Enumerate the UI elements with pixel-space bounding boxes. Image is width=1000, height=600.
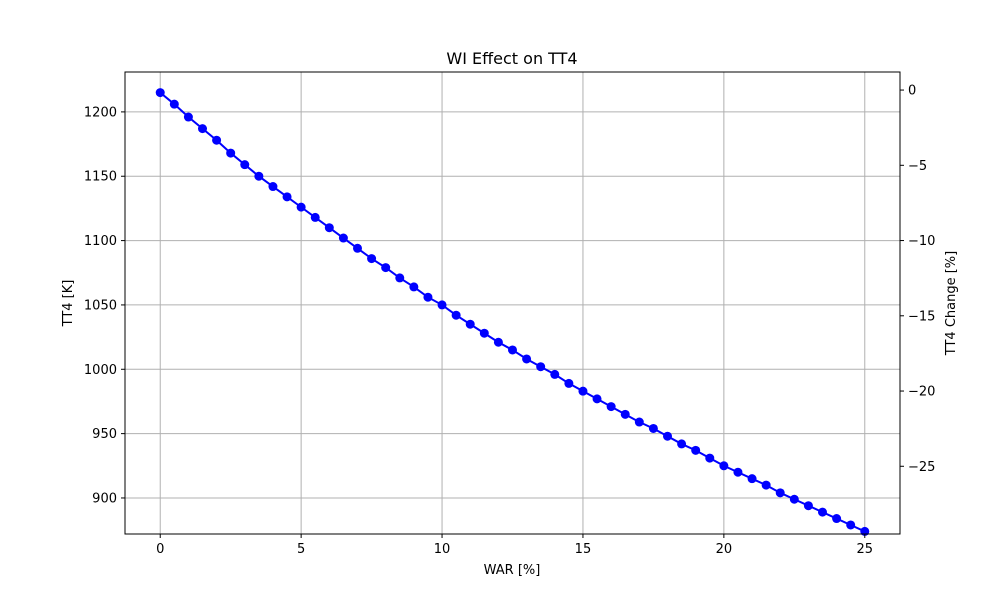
x-tick-label: 5 <box>297 542 305 557</box>
y2-tick-label: −10 <box>908 234 935 249</box>
y2-tick-label: −5 <box>908 159 927 174</box>
data-point <box>310 212 320 222</box>
plot-frame <box>124 71 901 535</box>
data-point <box>493 337 503 347</box>
data-point <box>183 112 193 122</box>
data-point <box>522 354 532 364</box>
data-point <box>169 99 179 109</box>
data-point <box>324 223 334 233</box>
series-line <box>159 91 866 533</box>
y-tick-label: 900 <box>92 491 117 506</box>
data-point <box>761 480 771 490</box>
series-line-layer <box>159 91 866 533</box>
y-tick-label: 1150 <box>84 170 117 185</box>
data-point <box>353 243 362 253</box>
data-point <box>747 474 757 484</box>
data-point <box>536 362 546 372</box>
y-tick-label: 1200 <box>84 105 117 120</box>
data-point <box>832 514 842 524</box>
data-point <box>465 319 475 329</box>
x-tick-label: 10 <box>434 542 451 557</box>
data-point <box>409 282 419 292</box>
grid-layer <box>125 72 900 534</box>
x-tick-label: 25 <box>856 542 873 557</box>
data-point <box>606 402 616 412</box>
x-axis-label: WAR [%] <box>484 563 541 578</box>
y2-tick-label: −25 <box>908 460 935 475</box>
data-point <box>564 378 574 388</box>
data-point <box>846 520 856 530</box>
data-point <box>451 310 461 320</box>
data-point <box>226 148 236 158</box>
y-axis-label: TT4 [K] <box>61 280 76 328</box>
data-point <box>550 369 560 379</box>
data-point <box>578 386 588 396</box>
data-point <box>648 423 658 433</box>
x-tick-label: 15 <box>575 542 592 557</box>
data-point <box>155 88 165 98</box>
data-point <box>691 445 701 455</box>
data-point <box>240 160 250 170</box>
data-point <box>282 192 292 202</box>
x-tick-label: 0 <box>156 542 164 557</box>
data-point <box>663 431 672 441</box>
data-point <box>789 494 799 504</box>
y-tick-label: 1100 <box>84 234 117 249</box>
chart-title: WI Effect on TT4 <box>446 49 577 68</box>
data-point <box>508 345 517 355</box>
data-point <box>803 501 813 511</box>
series-marker-layer <box>155 88 870 536</box>
y2-tick-label: −20 <box>908 385 935 400</box>
y2-axis-label: TT4 Change [%] <box>944 251 959 356</box>
y-axis-ticks: 900 950 1000 1050 1100 1150 1200 <box>84 105 125 506</box>
y2-tick-label: −15 <box>908 309 935 324</box>
data-point <box>423 292 433 302</box>
data-point <box>775 488 785 498</box>
data-point <box>367 254 377 264</box>
data-point <box>254 171 264 181</box>
y2-tick-label: 0 <box>908 84 916 99</box>
data-point <box>212 135 222 145</box>
data-point <box>634 417 644 427</box>
data-point <box>296 202 306 212</box>
data-point <box>381 263 391 273</box>
data-point <box>437 300 447 310</box>
data-point <box>395 273 405 283</box>
data-point <box>338 233 348 243</box>
data-point <box>268 182 278 192</box>
x-axis-ticks: 0 5 10 15 20 25 <box>156 534 873 557</box>
data-point <box>592 394 602 404</box>
data-point <box>705 453 715 463</box>
data-point <box>719 461 729 471</box>
x-tick-label: 20 <box>716 542 733 557</box>
data-point <box>620 409 630 419</box>
y2-axis-ticks: 0 −5 −10 −15 −20 −25 <box>900 84 935 475</box>
data-point <box>479 328 489 338</box>
y-tick-label: 950 <box>92 427 117 442</box>
y-tick-label: 1050 <box>84 298 117 313</box>
data-point <box>198 124 207 134</box>
data-point <box>733 467 743 477</box>
data-point <box>818 507 827 517</box>
data-point <box>677 439 687 449</box>
y-tick-label: 1000 <box>84 363 117 378</box>
